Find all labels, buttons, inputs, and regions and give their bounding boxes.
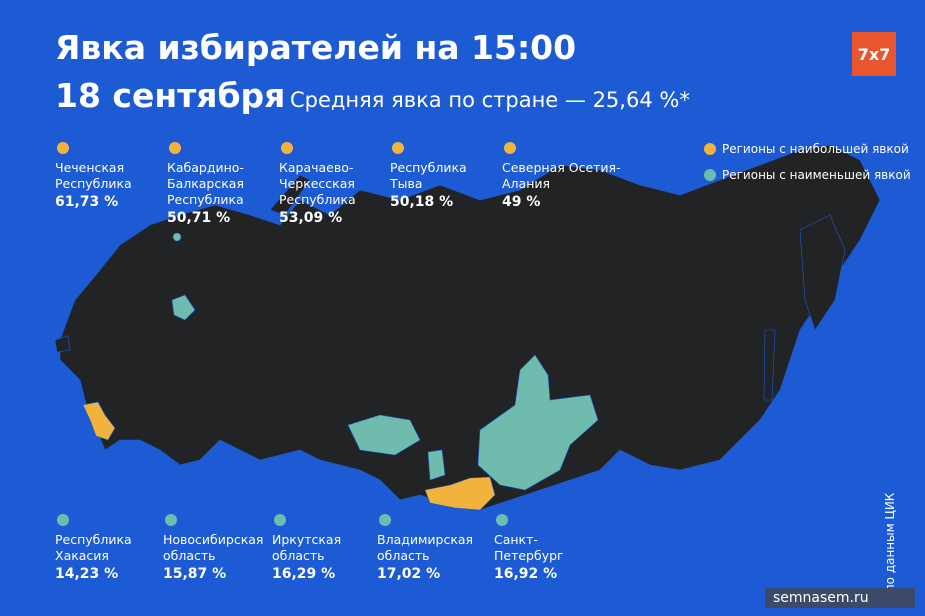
region-high xyxy=(424,476,496,511)
region-dot xyxy=(165,514,177,526)
date: 18 сентября xyxy=(55,76,286,115)
region-low xyxy=(172,232,182,242)
novaya-zemlya xyxy=(269,174,311,216)
region-name: Республика Тыва xyxy=(390,160,467,191)
legend-label: Регионы с наибольшей явкой xyxy=(722,142,909,156)
region-dot xyxy=(496,514,508,526)
region-dot xyxy=(57,514,69,526)
region-name: Владимирская область xyxy=(377,532,474,563)
legend-item: Регионы с наибольшей явкой xyxy=(704,142,909,156)
region-low xyxy=(427,449,446,481)
region-low xyxy=(477,354,599,491)
region-turnout: 50,71 % xyxy=(167,210,231,226)
region-dot xyxy=(57,142,69,154)
region-turnout: 49 % xyxy=(502,194,541,210)
region-dot xyxy=(169,142,181,154)
region-card: Санкт- Петербург 16,92 % xyxy=(494,514,614,582)
region-card: Владимирская область 17,02 % xyxy=(377,514,497,582)
region-name: Республика Хакасия xyxy=(55,532,132,563)
sakhalin xyxy=(763,329,776,401)
region-dot xyxy=(274,514,286,526)
region-name: Санкт- Петербург xyxy=(494,532,564,563)
title: Явка избирателей на 15:00 xyxy=(55,28,577,67)
region-turnout: 15,87 % xyxy=(163,566,227,582)
region-card: Кабардино- Балкарская Республика 50,71 % xyxy=(167,142,287,226)
region-turnout: 17,02 % xyxy=(377,566,441,582)
region-card: Республика Хакасия 14,23 % xyxy=(55,514,175,582)
region-turnout: 14,23 % xyxy=(55,566,119,582)
region-low xyxy=(171,294,196,321)
region-low xyxy=(347,414,421,456)
kaliningrad xyxy=(54,335,71,353)
region-name: Кабардино- Балкарская Республика xyxy=(167,160,244,207)
legend-dot xyxy=(704,143,716,155)
region-dot xyxy=(392,142,404,154)
region-turnout: 50,18 % xyxy=(390,194,454,210)
region-card: Республика Тыва 50,18 % xyxy=(390,142,510,210)
source[interactable]: semnasem.ru xyxy=(765,588,915,608)
region-card: Чеченская Республика 61,73 % xyxy=(55,142,175,210)
region-card: Иркутская область 16,29 % xyxy=(272,514,392,582)
logo[interactable]: 7x7 xyxy=(852,32,896,76)
region-card: Северная Осетия- Алания 49 % xyxy=(502,142,622,210)
region-dot xyxy=(281,142,293,154)
region-name: Северная Осетия- Алания xyxy=(502,160,621,191)
region-name: Иркутская область xyxy=(272,532,342,563)
region-turnout: 16,29 % xyxy=(272,566,336,582)
legend-item: Регионы с наименьшей явкой xyxy=(704,168,911,182)
region-card: Новосибирская область 15,87 % xyxy=(163,514,283,582)
region-turnout: 53,09 % xyxy=(279,210,343,226)
russia-map xyxy=(59,144,881,511)
region-name: Чеченская Республика xyxy=(55,160,132,191)
kamchatka xyxy=(799,214,846,331)
region-dot xyxy=(379,514,391,526)
region-name: Карачаево- Черкесская Республика xyxy=(279,160,356,207)
region-high xyxy=(82,401,116,441)
region-turnout: 16,92 % xyxy=(494,566,558,582)
footnote: * по данным ЦИК xyxy=(883,492,897,602)
region-name: Новосибирская область xyxy=(163,532,264,563)
legend-label: Регионы с наименьшей явкой xyxy=(722,168,911,182)
legend-dot xyxy=(704,169,716,181)
region-card: Карачаево- Черкесская Республика 53,09 % xyxy=(279,142,399,226)
subtitle: Средняя явка по стране — 25,64 %* xyxy=(290,88,690,112)
region-turnout: 61,73 % xyxy=(55,194,119,210)
region-dot xyxy=(504,142,516,154)
